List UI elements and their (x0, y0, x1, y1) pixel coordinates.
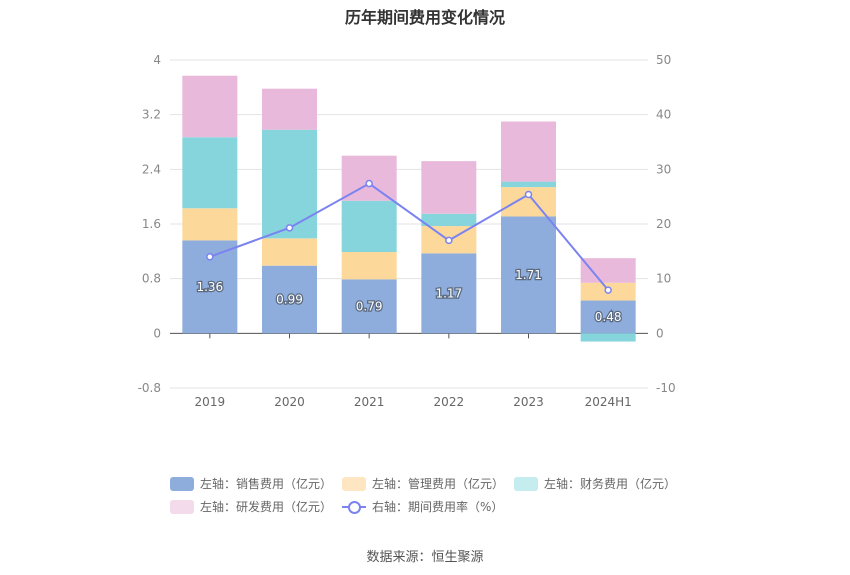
y-right-tick-label: 20 (656, 217, 671, 231)
bar-finance (341, 200, 397, 253)
y-right-tick-label: -10 (656, 381, 676, 395)
legend-label-sales: 左轴：销售费用（亿元） (200, 477, 333, 491)
bar-finance (501, 181, 556, 188)
y-right-tick-label: 0 (656, 326, 664, 340)
bar-admin (182, 208, 238, 241)
bar-sales (341, 279, 397, 334)
bar-sales (262, 265, 317, 334)
legend-swatch-sales (170, 476, 194, 491)
bar-rnd (501, 121, 556, 182)
y-left-tick-label: 3.2 (142, 108, 161, 122)
legend-item-rnd[interactable]: 左轴：研发费用（亿元） (170, 498, 342, 515)
y-right-tick-label: 30 (656, 162, 671, 176)
legend-item-finance[interactable]: 左轴：财务费用（亿元） (514, 475, 686, 492)
y-left-tick-label: 0 (153, 326, 161, 340)
bar-finance (421, 213, 477, 227)
legend-swatch-rate (342, 500, 366, 514)
legend-swatch-finance (514, 476, 538, 491)
bar-finance (182, 137, 238, 209)
point-rate (365, 179, 373, 188)
data-label-sales: 1.17 (435, 286, 462, 300)
bar-rnd (580, 258, 636, 283)
legend-item-admin[interactable]: 左轴：管理费用（亿元） (342, 475, 514, 492)
bar-rnd (182, 75, 238, 138)
point-rate (445, 236, 453, 245)
y-left-tick-label: 1.6 (142, 217, 161, 231)
legend-swatch-rnd (170, 499, 194, 514)
legend-label-rnd: 左轴：研发费用（亿元） (200, 500, 333, 514)
bar-rnd (421, 161, 477, 214)
bar-rnd (262, 88, 317, 130)
legend: 左轴：销售费用（亿元） 左轴：管理费用（亿元） 左轴：财务费用（亿元） 左轴：研… (170, 472, 730, 518)
x-tick-label: 2024H1 (585, 395, 632, 409)
legend-swatch-admin (342, 476, 366, 491)
data-label-sales: 1.71 (515, 268, 542, 282)
y-left-tick-label: 0.8 (142, 272, 161, 286)
bar-admin (262, 238, 317, 266)
x-tick-label: 2021 (354, 395, 385, 409)
legend-label-admin: 左轴：管理费用（亿元） (372, 477, 505, 491)
x-tick-label: 2020 (274, 395, 305, 409)
point-rate (206, 253, 214, 261)
legend-item-rate[interactable]: 右轴：期间费用率（%） (342, 498, 514, 515)
bar-finance (262, 129, 317, 239)
y-right-tick-label: 50 (656, 53, 671, 67)
chart-title: 历年期间费用变化情况 (344, 8, 505, 27)
bar-sales (501, 216, 556, 334)
y-left-tick-label: 4 (153, 53, 161, 67)
legend-item-sales[interactable]: 左轴：销售费用（亿元） (170, 475, 342, 492)
x-tick-label: 2023 (513, 395, 544, 409)
legend-label-rate: 右轴：期间费用率（%） (372, 500, 504, 514)
data-label-sales: 1.36 (196, 280, 223, 294)
y-right-tick-label: 10 (656, 272, 671, 286)
x-tick-label: 2022 (434, 395, 465, 409)
legend-label-finance: 左轴：财务费用（亿元） (544, 477, 677, 491)
y-right-tick-label: 40 (656, 108, 671, 122)
point-rate (285, 224, 294, 232)
line-rate (209, 182, 609, 291)
data-label-sales: 0.48 (595, 310, 622, 324)
bar-finance (580, 333, 636, 342)
data-label-sales: 0.99 (276, 293, 303, 307)
bar-sales (421, 253, 477, 334)
bar-admin (341, 252, 397, 280)
x-tick-label: 2019 (195, 395, 226, 409)
data-source: 数据来源：恒生聚源 (366, 550, 484, 565)
y-left-tick-label: -0.8 (138, 381, 161, 395)
data-label-sales: 0.79 (356, 299, 383, 313)
point-rate (604, 286, 612, 294)
point-rate (524, 190, 533, 199)
y-left-tick-label: 2.4 (142, 162, 161, 176)
bar-sales (580, 300, 636, 334)
